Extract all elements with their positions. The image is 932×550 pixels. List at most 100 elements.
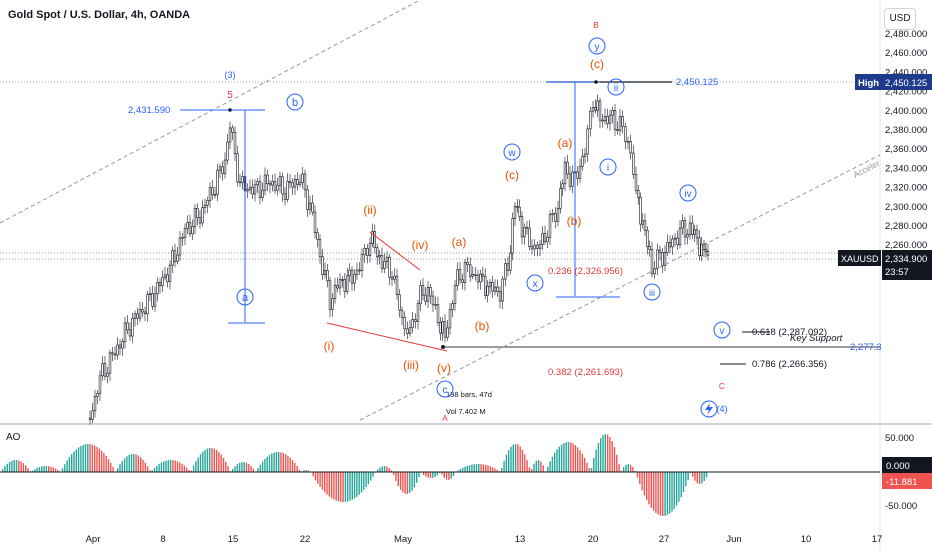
candle-body xyxy=(178,237,182,256)
ao-bar xyxy=(282,453,284,472)
ao-bar xyxy=(491,467,494,472)
candle-body xyxy=(251,186,254,195)
key-support-text: Key Support xyxy=(790,333,843,344)
channel-upper-line[interactable] xyxy=(0,0,421,224)
candle-body xyxy=(176,254,179,262)
candle-body xyxy=(543,233,547,243)
ao-bar xyxy=(48,466,50,472)
candle-body xyxy=(571,171,574,187)
ao-bar xyxy=(181,463,183,472)
lightning-icon[interactable] xyxy=(700,400,718,418)
candle-body xyxy=(704,248,708,252)
ao-bar xyxy=(395,472,397,482)
ao-bar xyxy=(68,457,71,472)
candle-body xyxy=(538,244,542,249)
candle-body xyxy=(363,247,366,256)
candle-body xyxy=(666,242,669,253)
channel-lower-line[interactable] xyxy=(359,154,881,421)
candle-body xyxy=(298,182,302,185)
ao-bar xyxy=(519,446,521,472)
candle-body xyxy=(188,222,192,235)
candle-body xyxy=(516,205,519,208)
ao-bar xyxy=(66,460,68,472)
ao-bar xyxy=(471,464,473,472)
candle-body xyxy=(213,194,217,196)
ao-bar xyxy=(508,450,510,472)
candle-body xyxy=(481,273,484,277)
ao-bar xyxy=(167,460,169,472)
svg-text:-11.881: -11.881 xyxy=(886,477,918,488)
ao-bar xyxy=(291,460,294,472)
ao-bar xyxy=(475,464,478,472)
candle-body xyxy=(358,269,361,272)
ao-bar xyxy=(473,464,475,472)
ao-bar xyxy=(192,465,195,472)
candlestick-series[interactable] xyxy=(88,94,710,425)
candle-body xyxy=(88,417,92,420)
ao-bar xyxy=(445,472,448,480)
peak-b-point[interactable] xyxy=(594,80,598,84)
ao-bar xyxy=(381,466,383,472)
ao-bar xyxy=(284,454,287,472)
ao-bar xyxy=(73,451,75,472)
candle-body xyxy=(663,252,667,266)
candle-body xyxy=(131,318,134,337)
ao-bar xyxy=(662,472,664,516)
ao-bar xyxy=(586,462,588,472)
current-price-badge[interactable]: 2,334.900 23:57 xyxy=(882,250,932,280)
wave-4-label: (4) xyxy=(717,404,728,414)
ao-bar xyxy=(514,444,517,472)
currency-button[interactable]: USD xyxy=(884,8,916,30)
ao-indicator-label[interactable]: AO xyxy=(6,432,21,443)
ao-bar xyxy=(434,472,436,477)
peak-5-point[interactable] xyxy=(228,108,232,112)
candle-body xyxy=(436,304,440,323)
wedge-lower-line[interactable] xyxy=(326,322,448,352)
ao-bar xyxy=(321,472,324,490)
candle-body xyxy=(378,255,381,258)
ao-histogram[interactable] xyxy=(2,434,710,516)
candle-body xyxy=(166,274,169,283)
wedge-upper-line[interactable] xyxy=(369,231,421,271)
candle-body xyxy=(658,249,662,253)
time-tick-label: Apr xyxy=(86,534,101,545)
candle-body xyxy=(371,231,374,244)
candle-body xyxy=(566,161,569,175)
wave-o-c2: (c) xyxy=(505,168,519,182)
candle-body xyxy=(226,141,229,161)
high-value-badge[interactable]: 2,450.125 xyxy=(882,74,932,90)
ao-bar xyxy=(50,466,52,472)
candle-body xyxy=(118,344,122,349)
ao-bar xyxy=(241,462,243,472)
symbol-badge[interactable]: XAUUSD xyxy=(838,250,881,266)
ao-bar xyxy=(533,463,535,472)
vol-info: Vol 7.402 M xyxy=(446,407,486,416)
ao-bar xyxy=(218,452,220,472)
ao-bar xyxy=(547,466,549,472)
wave-o-a2: (a) xyxy=(558,136,573,150)
ao-zero-badge[interactable]: 0.000 xyxy=(882,457,932,473)
candle-body xyxy=(353,274,356,284)
candle-body xyxy=(702,243,706,250)
ao-bar xyxy=(537,460,540,472)
ao-bar xyxy=(646,472,648,501)
circled-c-label: c xyxy=(436,380,454,398)
candle-body xyxy=(398,294,401,311)
ao-bar xyxy=(87,444,89,472)
candle-body xyxy=(523,226,526,238)
ao-bar xyxy=(422,472,425,475)
ao-current-badge[interactable]: -11.881 xyxy=(882,473,932,489)
candle-body xyxy=(683,220,687,238)
price-axis[interactable]: 2,480.000 2,460.000 2,440.000 2,420.000 2,40… xyxy=(885,29,927,270)
ao-bar xyxy=(236,464,238,472)
time-axis[interactable]: Apr 8 15 22 May 13 20 27 Jun 10 17 xyxy=(86,534,883,545)
candle-body xyxy=(113,353,117,356)
ao-bar xyxy=(80,445,82,472)
time-tick-label: 15 xyxy=(228,534,239,545)
candle-body xyxy=(673,237,677,240)
key-support-anchor[interactable] xyxy=(441,345,445,349)
candle-body xyxy=(355,269,359,275)
ao-bar xyxy=(390,470,393,472)
ao-bar xyxy=(572,443,574,472)
